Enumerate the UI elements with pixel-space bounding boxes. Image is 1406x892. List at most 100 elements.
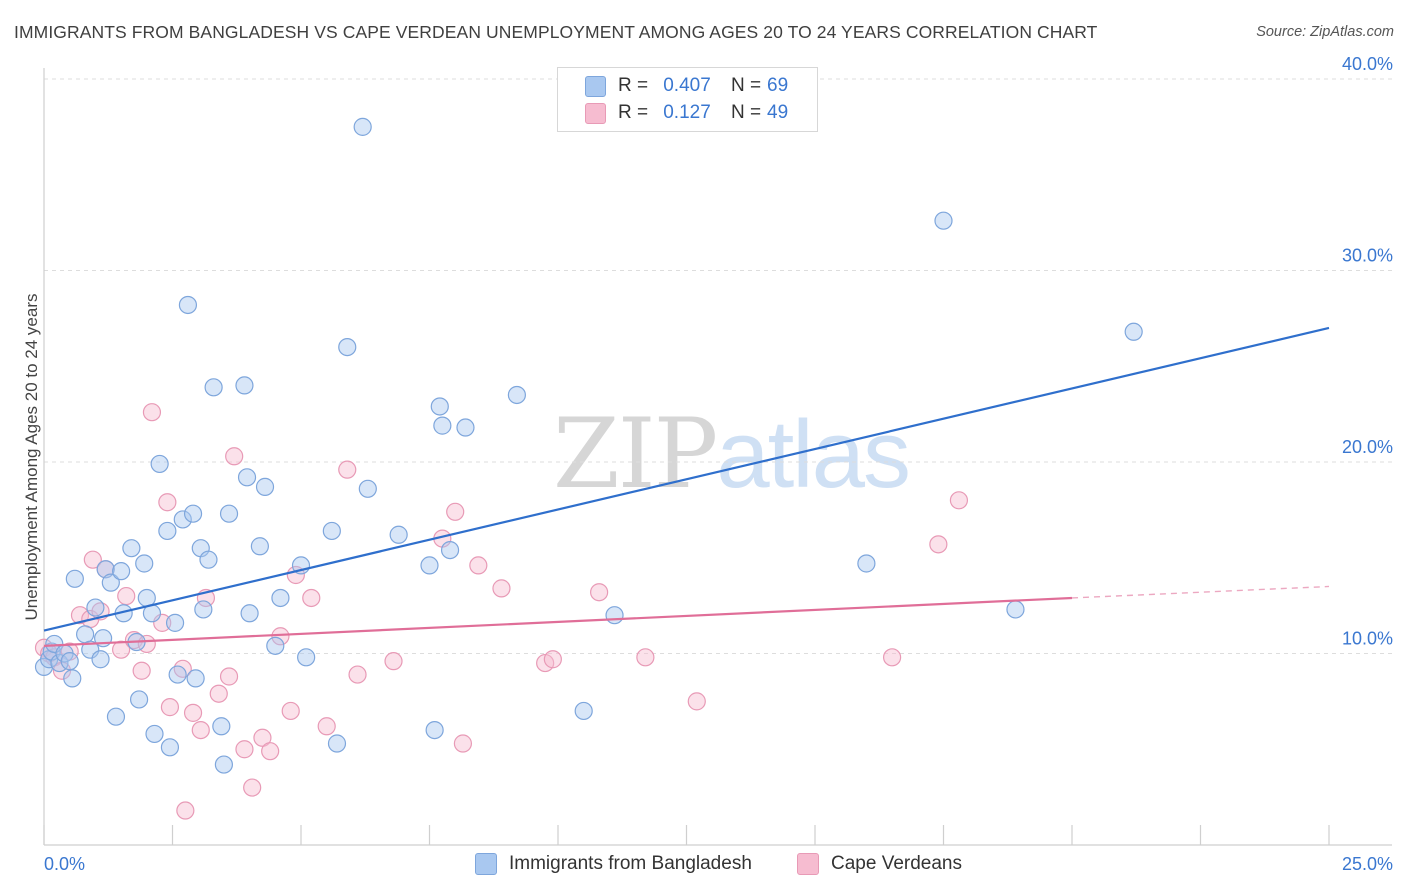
data-point-cape-verdean bbox=[132, 661, 151, 680]
series-immigrants-from-bangladesh bbox=[34, 117, 1143, 774]
data-point-bangladesh bbox=[271, 588, 290, 608]
y-tick-label: 30.0% bbox=[1342, 246, 1393, 266]
y-tick-label: 40.0% bbox=[1342, 54, 1393, 74]
data-point-cape-verdean bbox=[142, 403, 162, 422]
data-point-bangladesh bbox=[129, 690, 149, 709]
data-point-cape-verdean bbox=[636, 648, 655, 667]
data-point-bangladesh bbox=[1124, 322, 1143, 341]
legend-r-value: 0.407 bbox=[663, 75, 711, 96]
correlation-legend: R = 0.407 N = 69 R = 0.127 N = 49 bbox=[557, 67, 818, 132]
data-point-bangladesh bbox=[425, 720, 444, 740]
chart-title: IMMIGRANTS FROM BANGLADESH VS CAPE VERDE… bbox=[14, 22, 1098, 42]
data-point-bangladesh bbox=[165, 613, 185, 632]
data-point-bangladesh bbox=[507, 385, 526, 405]
data-point-bangladesh bbox=[101, 573, 120, 592]
data-point-cape-verdean bbox=[191, 720, 210, 740]
data-point-bangladesh bbox=[219, 504, 239, 523]
data-point-cape-verdean bbox=[453, 734, 473, 753]
data-point-bangladesh bbox=[63, 669, 82, 688]
data-point-bangladesh bbox=[240, 604, 259, 623]
data-point-bangladesh bbox=[456, 418, 475, 437]
trend-lines bbox=[43, 326, 1330, 647]
legend-label-cape-verdeans: Cape Verdeans bbox=[831, 853, 962, 874]
data-point-bangladesh bbox=[178, 295, 198, 315]
legend-r-value: 0.127 bbox=[663, 102, 711, 123]
data-point-bangladesh bbox=[237, 468, 257, 487]
data-point-bangladesh bbox=[327, 734, 347, 753]
data-point-bangladesh bbox=[60, 652, 79, 671]
data-point-bangladesh bbox=[338, 338, 357, 357]
data-point-bangladesh bbox=[440, 540, 460, 560]
data-point-bangladesh bbox=[96, 560, 115, 579]
legend-n-label: N = bbox=[731, 75, 762, 96]
data-point-bangladesh bbox=[150, 454, 169, 474]
source-credit: Source: ZipAtlas.com bbox=[1256, 24, 1394, 40]
data-point-cape-verdean bbox=[235, 740, 254, 759]
legend-n-label: N = bbox=[731, 102, 762, 123]
data-point-cape-verdean bbox=[160, 698, 180, 717]
data-point-cape-verdean bbox=[590, 583, 609, 602]
data-point-bangladesh bbox=[65, 569, 84, 588]
data-point-cape-verdean bbox=[302, 588, 321, 608]
y-tick-label: 10.0% bbox=[1342, 629, 1393, 649]
data-point-cape-verdean bbox=[543, 650, 562, 669]
data-point-bangladesh bbox=[145, 724, 164, 744]
data-point-bangladesh bbox=[250, 537, 269, 556]
data-point-bangladesh bbox=[173, 510, 192, 529]
data-point-bangladesh bbox=[168, 665, 187, 684]
trend-line-bangladesh bbox=[43, 326, 1330, 632]
axes bbox=[43, 68, 1392, 846]
data-point-bangladesh bbox=[420, 556, 439, 575]
series-cape-verdeans bbox=[34, 403, 969, 820]
data-point-bangladesh bbox=[322, 521, 341, 541]
y-tick-label: 20.0% bbox=[1342, 437, 1393, 457]
data-point-cape-verdean bbox=[949, 491, 969, 510]
legend-swatch-blue bbox=[585, 75, 606, 97]
data-point-bangladesh bbox=[934, 211, 953, 230]
data-point-bangladesh bbox=[266, 636, 285, 655]
data-point-cape-verdean bbox=[317, 717, 336, 736]
legend-swatch-blue bbox=[475, 853, 497, 875]
trend-line-cape-verdeans-extrapolated bbox=[1071, 585, 1330, 599]
data-point-bangladesh bbox=[297, 648, 316, 667]
data-point-bangladesh bbox=[183, 504, 203, 523]
data-point-bangladesh bbox=[235, 376, 254, 395]
data-point-bangladesh bbox=[255, 477, 275, 496]
legend-r-label: R = bbox=[618, 102, 649, 123]
data-point-cape-verdean bbox=[281, 701, 300, 721]
data-point-bangladesh bbox=[160, 738, 180, 757]
data-point-bangladesh bbox=[91, 650, 110, 669]
legend-r-label: R = bbox=[618, 75, 649, 96]
data-point-bangladesh bbox=[135, 554, 154, 573]
data-point-bangladesh bbox=[111, 562, 131, 581]
legend-n-value: 69 bbox=[767, 75, 789, 96]
data-point-cape-verdean bbox=[929, 535, 948, 554]
data-point-bangladesh bbox=[857, 554, 876, 573]
data-point-bangladesh bbox=[76, 625, 95, 644]
data-point-cape-verdean bbox=[338, 460, 357, 479]
data-point-cape-verdean bbox=[158, 493, 177, 512]
data-point-cape-verdean bbox=[384, 652, 403, 671]
data-point-bangladesh bbox=[199, 550, 218, 569]
data-point-cape-verdean bbox=[209, 684, 228, 703]
legend-label-bangladesh: Immigrants from Bangladesh bbox=[509, 853, 752, 874]
data-point-cape-verdean bbox=[253, 728, 272, 747]
data-point-cape-verdean bbox=[83, 550, 102, 569]
data-point-cape-verdean bbox=[687, 692, 706, 711]
legend-n-value: 49 bbox=[767, 102, 789, 123]
data-point-cape-verdean bbox=[882, 648, 902, 667]
data-point-cape-verdean bbox=[469, 556, 488, 575]
data-point-cape-verdean bbox=[446, 502, 465, 521]
data-point-bangladesh bbox=[358, 479, 377, 498]
x-tick-label-min: 0.0% bbox=[44, 854, 85, 874]
data-point-cape-verdean bbox=[243, 778, 262, 797]
data-point-bangladesh bbox=[204, 378, 223, 397]
data-point-bangladesh bbox=[106, 707, 126, 726]
legend-item-bangladesh: Immigrants from Bangladesh bbox=[475, 850, 752, 878]
legend-swatch-pink bbox=[585, 102, 606, 124]
data-point-cape-verdean bbox=[176, 801, 195, 820]
data-point-bangladesh bbox=[212, 717, 231, 736]
data-point-cape-verdean bbox=[183, 703, 203, 722]
data-point-bangladesh bbox=[389, 525, 408, 544]
